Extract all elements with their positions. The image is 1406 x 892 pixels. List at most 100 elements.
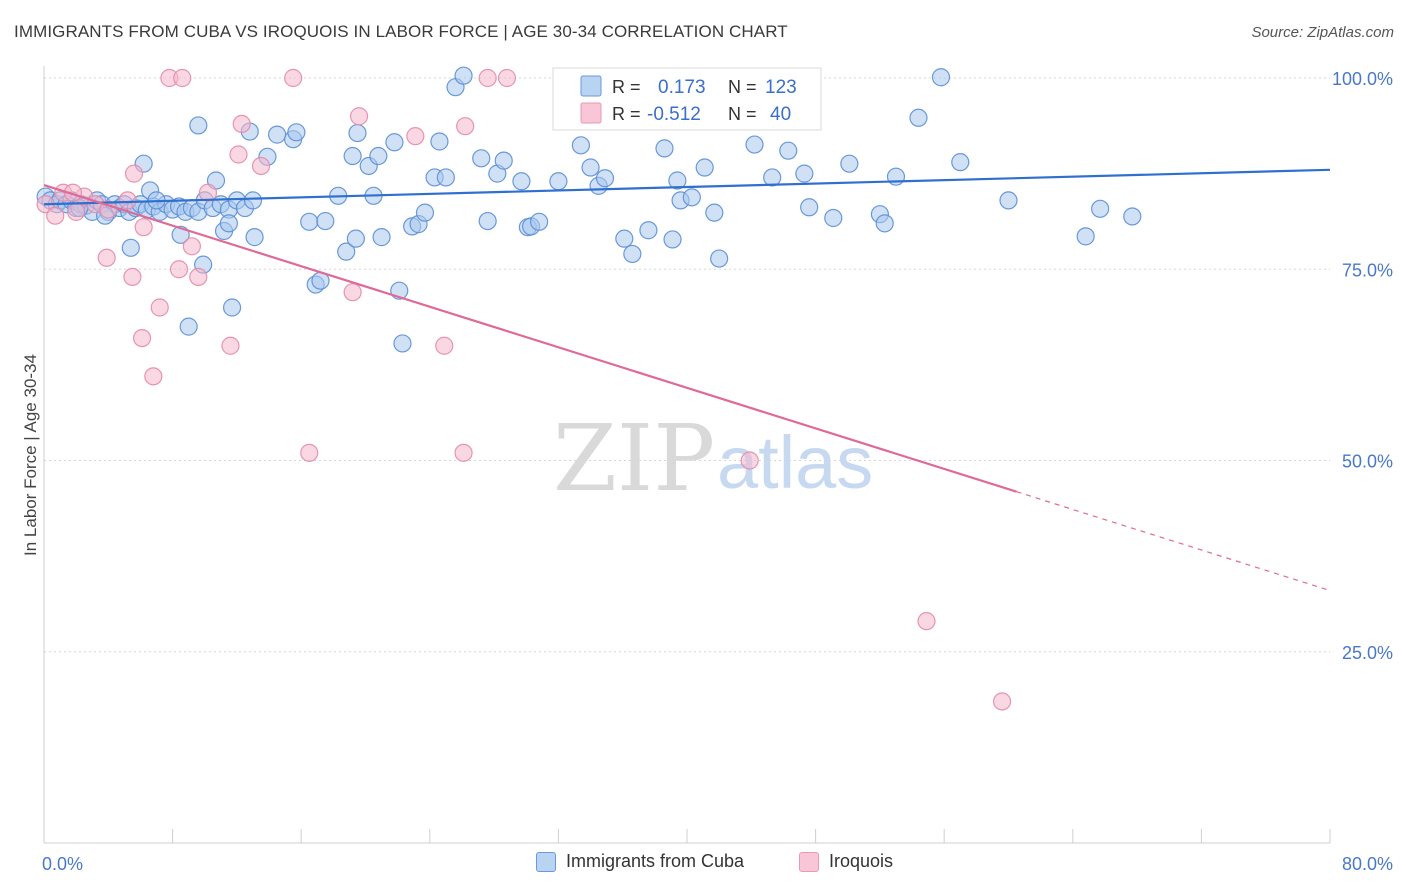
data-point-cuba <box>478 211 497 231</box>
data-point-cuba <box>179 317 198 336</box>
data-point-cuba <box>763 168 782 187</box>
data-point-cuba <box>348 123 367 143</box>
data-point-cuba <box>372 228 391 247</box>
data-point-cuba <box>800 198 819 217</box>
data-point-cuba <box>267 125 287 144</box>
data-point-iroquois <box>144 367 163 386</box>
data-point-cuba <box>243 191 263 210</box>
series-iroquois-points <box>36 68 1012 711</box>
y-tick-label: 25.0% <box>1342 643 1393 663</box>
data-point-iroquois <box>99 200 118 219</box>
data-point-iroquois <box>63 183 83 202</box>
legend-item-cuba[interactable]: Immigrants from Cuba <box>536 851 744 872</box>
data-point-cuba <box>369 146 388 166</box>
data-point-cuba <box>494 151 513 170</box>
data-point-iroquois <box>478 68 497 88</box>
data-point-cuba <box>615 229 634 248</box>
legend-n-label-blue: N = <box>728 77 757 97</box>
data-point-iroquois <box>300 443 319 462</box>
data-point-iroquois <box>182 237 201 256</box>
stats-legend: R = 0.173 N = 123 R = -0.512 N = 40 <box>552 67 822 131</box>
data-point-cuba <box>415 203 435 222</box>
data-point-cuba <box>430 132 449 151</box>
data-point-cuba <box>549 172 568 191</box>
data-point-cuba <box>795 164 814 183</box>
data-point-iroquois <box>456 117 475 136</box>
data-point-cuba <box>393 334 412 353</box>
data-point-iroquois <box>123 267 142 286</box>
legend-swatch-pink <box>580 102 602 124</box>
data-point-cuba <box>219 214 238 233</box>
data-point-iroquois <box>229 145 248 164</box>
x-tick-label-max: 80.0% <box>1342 854 1393 874</box>
legend-r-label-pink: R = <box>612 104 641 124</box>
trend-line-cuba <box>43 168 1331 206</box>
legend-label-iroquois: Iroquois <box>829 851 894 871</box>
data-point-iroquois <box>198 183 218 202</box>
data-point-iroquois <box>992 692 1012 711</box>
data-point-cuba <box>840 154 859 173</box>
data-point-cuba <box>951 153 970 172</box>
chart-title: IMMIGRANTS FROM CUBA VS IROQUOIS IN LABO… <box>14 22 788 41</box>
data-point-iroquois <box>132 329 152 348</box>
data-point-cuba <box>571 136 591 155</box>
y-axis-label-group: In Labor Force | Age 30-34 <box>21 354 40 556</box>
data-point-cuba <box>623 244 642 264</box>
grid-lines <box>44 77 1330 653</box>
data-point-cuba <box>287 123 306 142</box>
data-point-cuba <box>245 228 264 247</box>
legend-swatch-cuba <box>536 851 556 872</box>
y-tick-label: 50.0% <box>1342 452 1393 472</box>
source-label: Source: ZipAtlas.com <box>1251 24 1394 41</box>
data-point-cuba <box>316 211 335 231</box>
tick-labels: 25.0% 50.0% 75.0% 100.0% 0.0% 80.0% <box>42 69 1393 874</box>
data-point-iroquois <box>497 68 517 88</box>
data-point-cuba <box>745 135 764 154</box>
legend-label-cuba: Immigrants from Cuba <box>566 851 745 871</box>
legend-r-value-pink: -0.512 <box>647 104 701 125</box>
data-point-cuba <box>663 230 682 249</box>
data-point-iroquois <box>124 164 144 183</box>
data-point-cuba <box>595 169 615 188</box>
data-point-cuba <box>999 191 1018 210</box>
data-point-cuba <box>385 133 404 152</box>
data-point-cuba <box>454 66 473 85</box>
data-point-iroquois <box>221 336 240 355</box>
watermark-atlas: atlas <box>717 421 873 504</box>
data-point-iroquois <box>917 612 936 631</box>
data-point-cuba <box>530 212 549 231</box>
legend-n-value-pink: 40 <box>770 104 791 125</box>
data-point-cuba <box>705 203 724 222</box>
legend-swatch-blue <box>580 75 602 97</box>
legend-item-iroquois[interactable]: Iroquois <box>799 851 893 872</box>
data-point-iroquois <box>46 206 65 225</box>
data-point-cuba <box>1091 199 1110 218</box>
trend-lines <box>43 168 1331 592</box>
data-point-iroquois <box>97 248 116 267</box>
data-point-cuba <box>682 188 701 207</box>
data-point-cuba <box>189 116 208 135</box>
data-point-iroquois <box>740 451 759 470</box>
data-point-cuba <box>695 158 714 177</box>
data-point-cuba <box>337 242 356 261</box>
data-point-cuba <box>710 249 729 268</box>
legend-r-value-blue: 0.173 <box>658 77 706 98</box>
data-point-cuba <box>779 141 798 160</box>
data-point-cuba <box>639 221 658 240</box>
data-point-cuba <box>824 208 843 228</box>
data-point-cuba <box>875 214 894 233</box>
legend-n-value-blue: 123 <box>765 77 797 98</box>
data-point-cuba <box>346 229 365 248</box>
legend-n-label-pink: N = <box>728 104 757 124</box>
watermark-zip: ZIP <box>553 405 715 512</box>
data-point-iroquois <box>134 218 153 237</box>
data-point-cuba <box>655 139 674 158</box>
trend-line-iroquois <box>43 184 1017 493</box>
bottom-legend: Immigrants from Cuba Iroquois <box>0 851 1406 879</box>
data-point-cuba <box>668 171 687 190</box>
watermark: ZIP atlas <box>553 405 873 512</box>
data-point-iroquois <box>67 202 86 221</box>
data-point-iroquois <box>343 283 362 302</box>
data-point-cuba <box>909 108 928 127</box>
y-tick-label: 100.0% <box>1332 69 1393 89</box>
